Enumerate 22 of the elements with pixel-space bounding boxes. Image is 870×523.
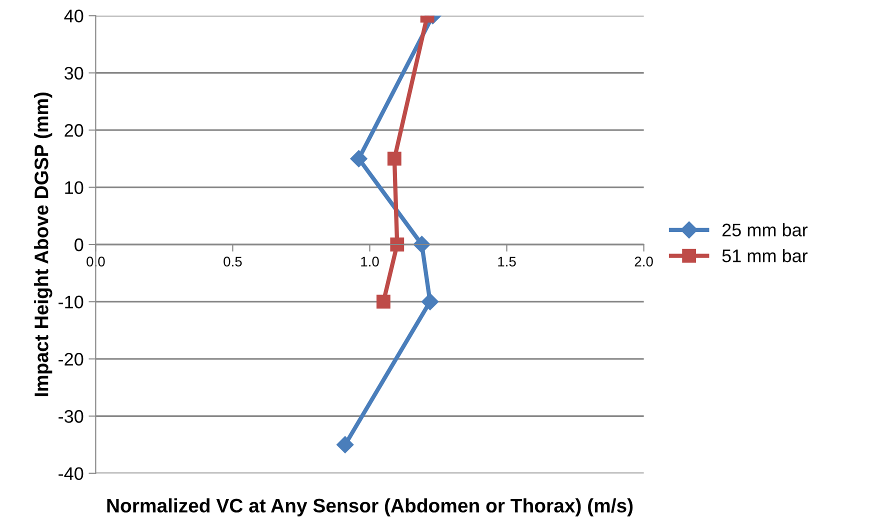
y-tick-label: -30: [58, 410, 84, 423]
x-tick-label: 1.5: [498, 256, 516, 267]
x-tick-label: 1.0: [361, 256, 379, 267]
point: [421, 293, 439, 310]
x-tick-label: 2.0: [634, 256, 653, 267]
y-tick-label: 10: [65, 181, 84, 194]
y-axis-title: Impact Height Above DGSP (mm): [34, 92, 52, 396]
legend-label: 51 mm bar: [722, 249, 808, 262]
x-axis-title: Normalized VC at Any Sensor (Abdomen or Thorax) (m/s): [107, 498, 633, 516]
y-tick-label: 40: [64, 10, 84, 22]
point: [413, 236, 430, 254]
y-tick-label: -20: [58, 352, 84, 366]
y-tick-label: -40: [58, 467, 84, 480]
point: [390, 238, 404, 252]
y-tick-label: 30: [64, 66, 84, 80]
y-tick-label: 20: [64, 124, 84, 137]
x-tick-label: 0.5: [224, 256, 242, 267]
x-tick-label: 0.0: [86, 256, 105, 267]
point: [376, 294, 390, 309]
y-tick-label: -10: [58, 296, 84, 308]
legend-label: 25 mm bar: [722, 223, 808, 236]
y-tick-label: 0: [74, 238, 84, 252]
